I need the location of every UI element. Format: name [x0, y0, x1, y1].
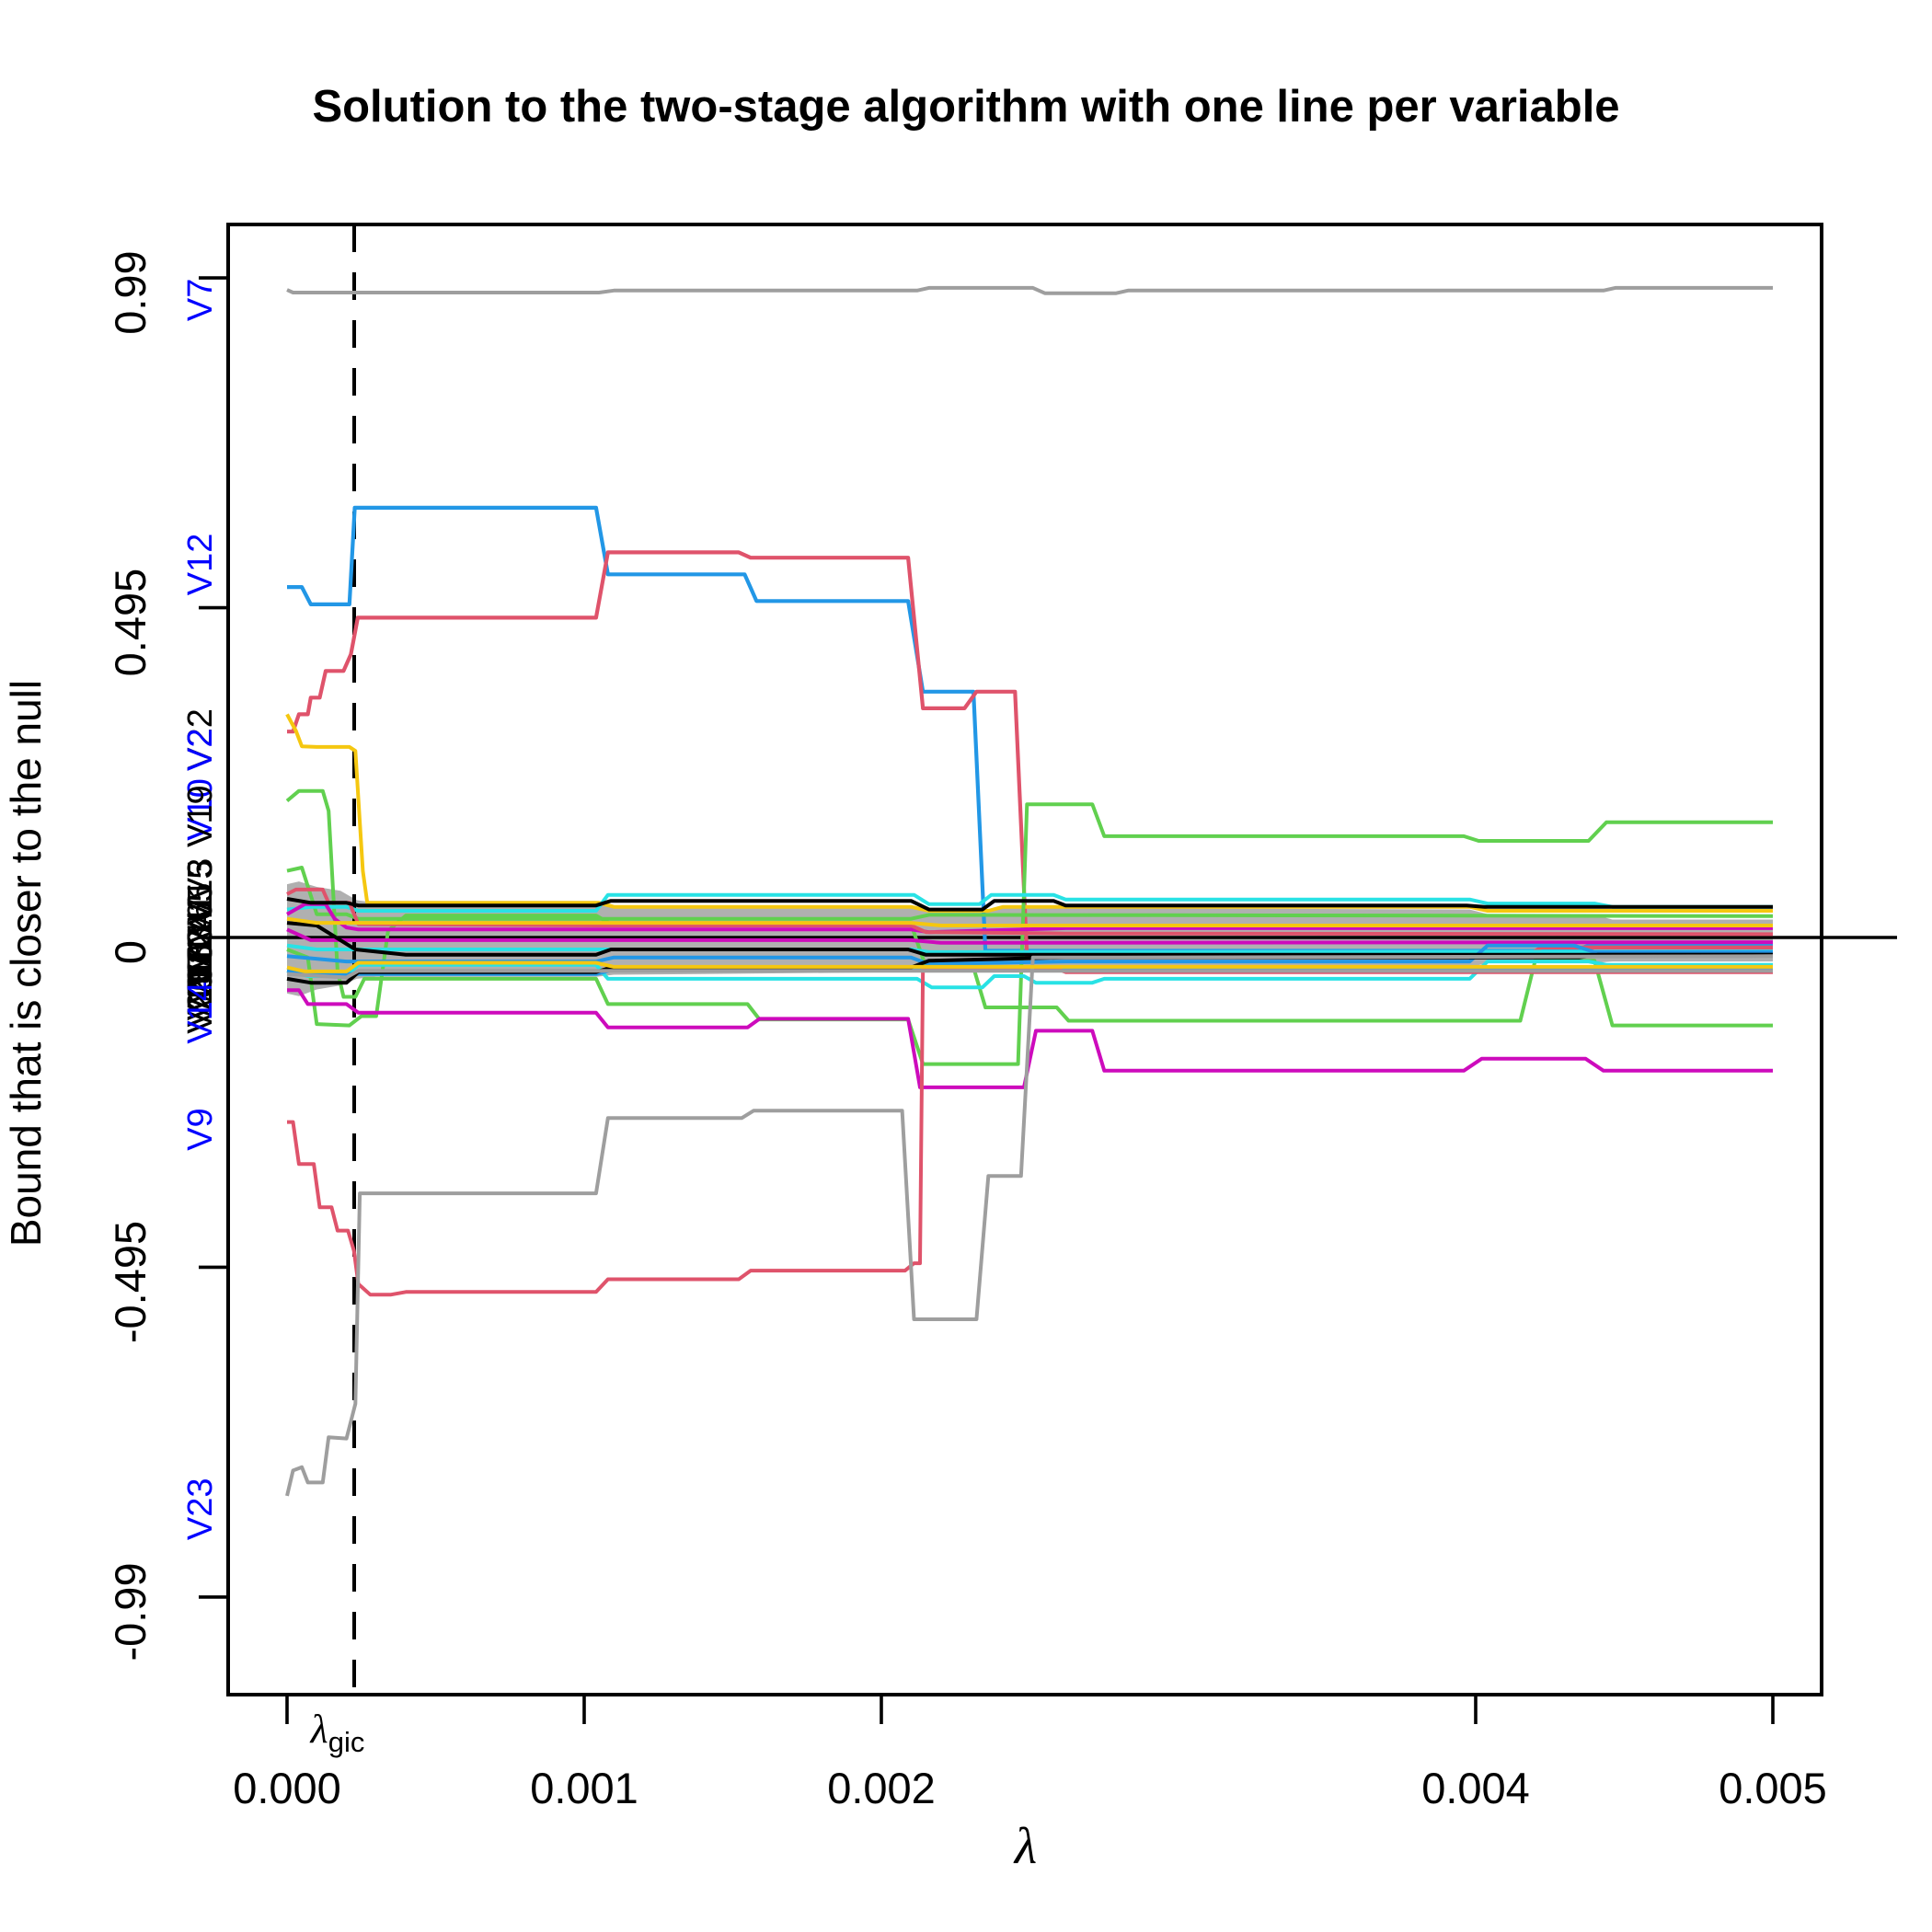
- x-tick-label-0.004: 0.004: [1421, 1764, 1530, 1812]
- var-label-V24: V24: [181, 909, 220, 972]
- var-label-V6: V6: [181, 902, 220, 944]
- var-label-V15: V15: [181, 859, 220, 922]
- y-tick-label-0: 0: [106, 940, 155, 964]
- var-label-V9: V9: [181, 1108, 220, 1150]
- plot-title: Solution to the two-stage algorithm with…: [312, 82, 1620, 132]
- var-label-V1: V1: [181, 893, 220, 936]
- series-yellow-main: [285, 713, 1773, 913]
- var-label-V22: V22: [181, 708, 220, 771]
- series-blue-main-V12: [287, 505, 1773, 953]
- x-axis-title: λ: [1014, 1818, 1038, 1875]
- var-label-V13: V13: [181, 926, 220, 989]
- series-gray-top-V7: [286, 285, 1773, 295]
- var-label-V23: V23: [181, 1478, 220, 1541]
- var-label-V18: V18: [181, 965, 220, 1028]
- var-label-V19: V19: [181, 785, 220, 847]
- var-label-V10: V10: [181, 778, 220, 841]
- var-label-V4: V4: [181, 909, 220, 951]
- var-label-V2: V2: [181, 728, 220, 770]
- var-label-V7: V7: [181, 279, 220, 321]
- var-label-V3: V3: [181, 858, 220, 901]
- series-green-c: [286, 866, 1774, 921]
- series-black-a: [286, 897, 1773, 912]
- y-axis-title: Bound that is closer to the null: [2, 679, 50, 1248]
- x-tick-label-0.005: 0.005: [1719, 1764, 1827, 1812]
- series-red-main-V22: [287, 550, 1773, 959]
- series-red-V9: [287, 965, 1773, 1297]
- series-yellow-b: [286, 916, 1773, 927]
- y-tick-label-0.99: 0.99: [106, 250, 155, 334]
- plot-box: [226, 223, 1823, 1696]
- var-label-V20: V20: [181, 972, 220, 1034]
- y-tick-label--0.495: -0.495: [106, 1221, 155, 1343]
- series-black-b: [286, 921, 1773, 957]
- var-label-V17: V17: [181, 950, 220, 1013]
- x-tick-label-0.001: 0.001: [530, 1764, 638, 1812]
- var-label-V14: V14: [181, 982, 220, 1044]
- series-yellow-c: [286, 960, 1773, 973]
- y-tick-label-0.495: 0.495: [106, 569, 155, 677]
- y-tick-label--0.99: -0.99: [106, 1562, 155, 1661]
- var-label-V11: V11: [181, 918, 220, 978]
- var-label-V8: V8: [181, 944, 220, 986]
- series-cyan-a: [286, 892, 1773, 913]
- lambda-gic-label: λgic: [309, 1707, 365, 1758]
- x-tick-label-0.002: 0.002: [827, 1764, 936, 1812]
- x-tick-label-0.000: 0.000: [233, 1764, 341, 1812]
- var-label-V21: V21: [181, 959, 220, 1021]
- series-magenta-main: [287, 988, 1773, 1089]
- series-gray-mid: [286, 969, 1773, 980]
- var-label-V16: V16: [181, 942, 220, 1005]
- series-gray-V23: [285, 954, 1774, 1497]
- var-label-V12: V12: [181, 534, 220, 596]
- var-label-V5: V5: [181, 883, 220, 926]
- series-magenta-c: [286, 927, 1774, 945]
